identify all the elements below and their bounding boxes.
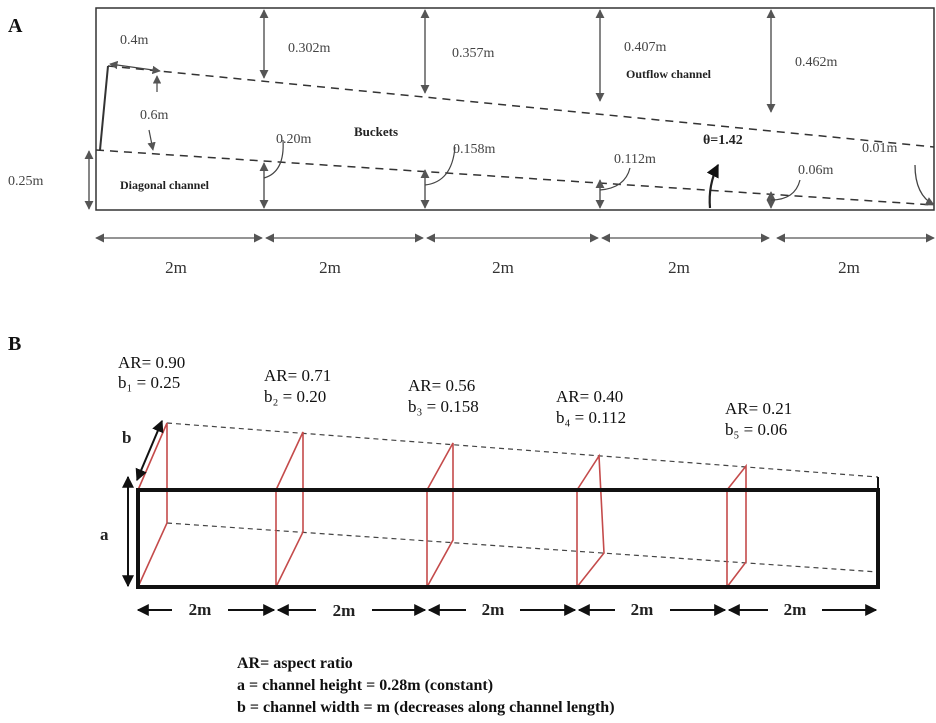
buckets-label: Buckets xyxy=(354,124,398,139)
ar-label-2: AR= 0.71 xyxy=(264,366,331,385)
b-seg-label-2: 2m xyxy=(333,601,356,620)
bottom-receding-dashed xyxy=(166,522,879,573)
panel-a-diagram xyxy=(84,7,935,243)
leader-4 xyxy=(770,179,801,201)
seg-label-3: 2m xyxy=(492,258,514,277)
section-4 xyxy=(576,453,605,590)
section-3 xyxy=(426,442,454,588)
ar-label-5: AR= 0.21 xyxy=(725,399,792,418)
ar-label-1: AR= 0.90 xyxy=(118,353,185,372)
b-seg-label-5: 2m xyxy=(784,600,807,619)
seg-label-4: 2m xyxy=(668,258,690,277)
section-5 xyxy=(726,463,747,590)
theta-label: θ=1.42 xyxy=(703,133,743,148)
b-label-5: b₅ = 0.06 xyxy=(725,420,787,439)
panel-b-diagram xyxy=(122,419,880,616)
left-height-label: 0.25m xyxy=(8,174,44,189)
seg-label-1: 2m xyxy=(165,258,187,277)
bottom-label-5: 0.01m xyxy=(862,141,898,156)
top-label-2: 0.302m xyxy=(288,41,331,56)
diagonal-label: Diagonal channel xyxy=(120,178,210,192)
b-axis-label: b xyxy=(122,428,131,447)
outflow-label: Outflow channel xyxy=(626,67,712,81)
seg-label-5: 2m xyxy=(838,258,860,277)
b-seg-label-3: 2m xyxy=(482,600,505,619)
channel-box-b xyxy=(136,488,880,589)
legend-line-1: AR= aspect ratio xyxy=(237,655,353,672)
b-seg-label-4: 2m xyxy=(631,600,654,619)
channel-box xyxy=(95,7,935,211)
gap-label: 0.6m xyxy=(140,108,169,123)
leader-3 xyxy=(599,167,631,191)
bottom-label-2: 0.158m xyxy=(453,142,496,157)
left-wall xyxy=(99,65,109,151)
leader-2 xyxy=(424,146,456,186)
bottom-label-4: 0.06m xyxy=(798,163,834,178)
bottom-label-3: 0.112m xyxy=(614,152,656,167)
leader-1 xyxy=(263,139,284,179)
top-label-5: 0.462m xyxy=(795,55,838,70)
theta-arc xyxy=(706,163,719,209)
legend-line-3: b = channel width = m (decreases along c… xyxy=(237,699,615,716)
leader-5 xyxy=(914,164,935,206)
outflow-dashed-line xyxy=(107,65,935,148)
b-dim-arrow xyxy=(135,419,164,482)
ar-label-3: AR= 0.56 xyxy=(408,376,475,395)
ar-label-4: AR= 0.40 xyxy=(556,387,623,406)
b-label-3: b₃ = 0.158 xyxy=(408,397,479,416)
panel-a-label: A xyxy=(8,15,23,37)
a-axis-label: a xyxy=(100,525,109,544)
top-label-3: 0.357m xyxy=(452,46,495,61)
cross-sections xyxy=(137,422,747,590)
legend-line-2: a = channel height = 0.28m (constant) xyxy=(237,677,493,694)
section-2 xyxy=(275,431,304,588)
top-label-1: 0.4m xyxy=(120,33,149,48)
bottom-label-1: 0.20m xyxy=(276,132,312,147)
section-1 xyxy=(137,422,168,588)
top-receding-dashed xyxy=(166,422,879,478)
panel-b-label: B xyxy=(8,333,21,355)
gap-down-arrow xyxy=(147,129,156,151)
top-label-4: 0.407m xyxy=(624,40,667,55)
b-label-4: b₄ = 0.112 xyxy=(556,408,626,427)
b-label-1: b₁ = 0.25 xyxy=(118,373,180,392)
seg-label-2: 2m xyxy=(319,258,341,277)
b-seg-label-1: 2m xyxy=(189,600,212,619)
width-04-arrow xyxy=(109,60,161,75)
b-label-2: b₂ = 0.20 xyxy=(264,387,326,406)
